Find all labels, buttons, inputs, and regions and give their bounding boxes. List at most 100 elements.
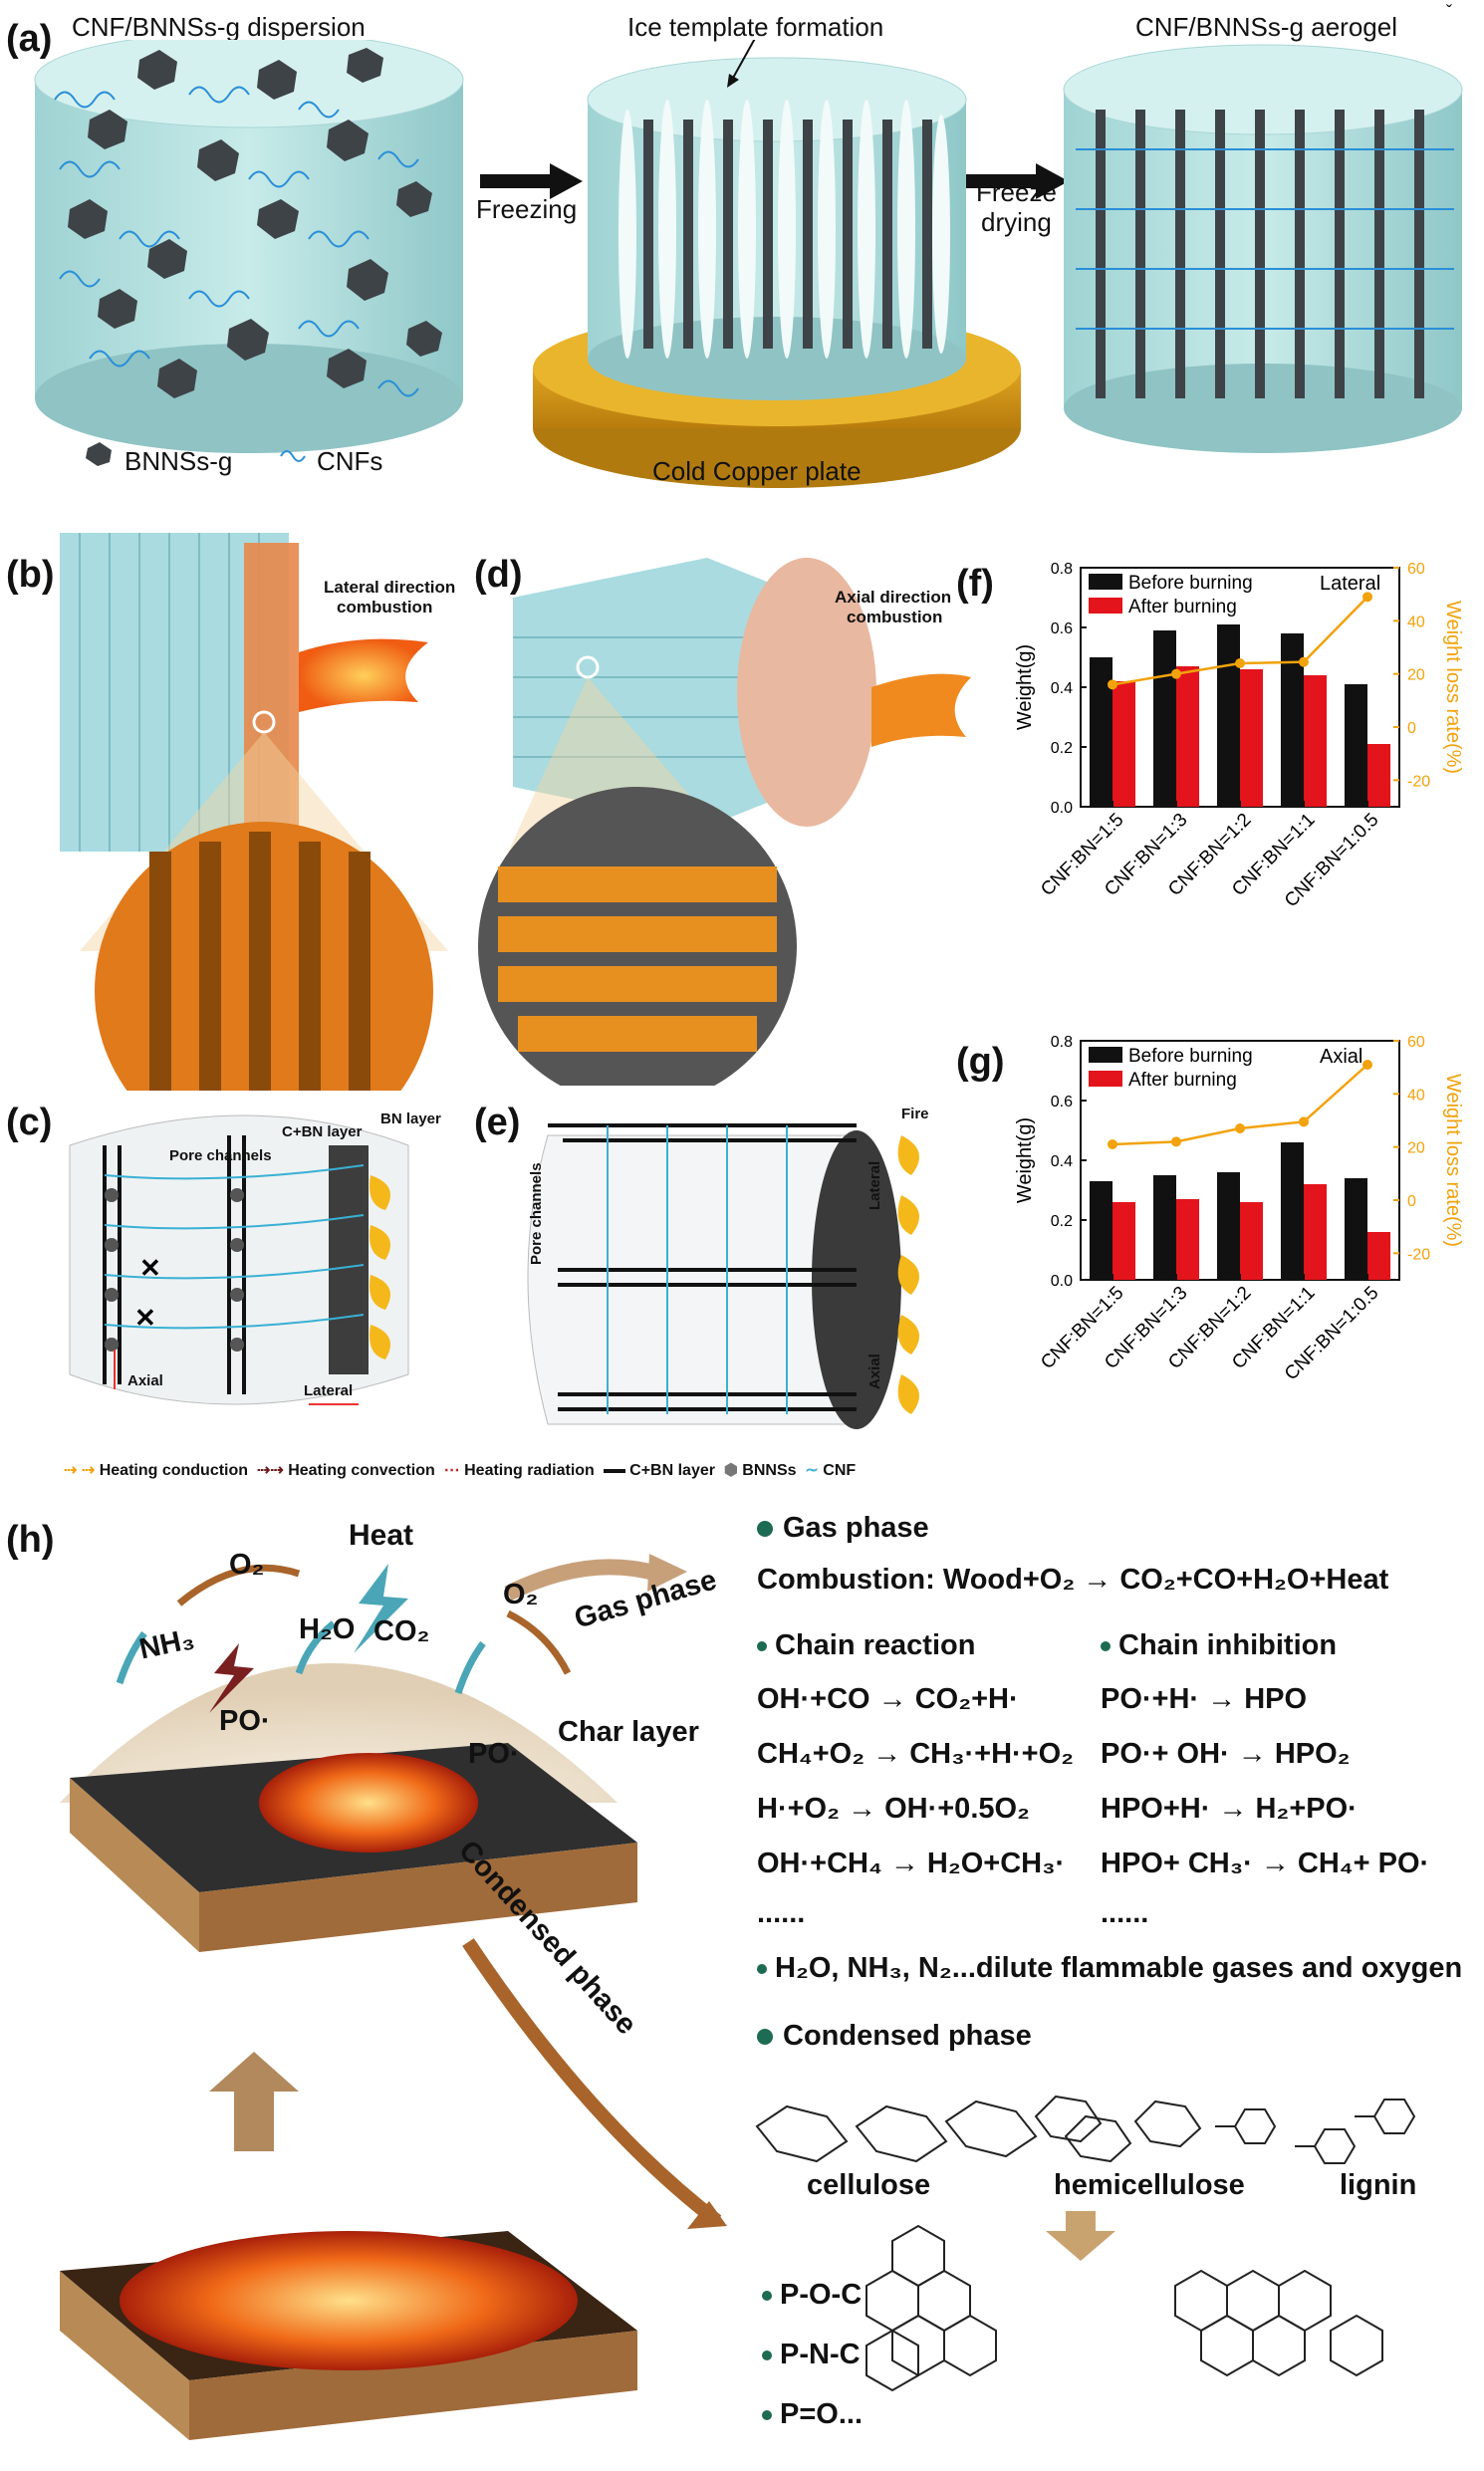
chart-annotation: Lateral <box>1320 573 1380 595</box>
bullet-icon <box>1101 1641 1111 1652</box>
bar-before-burning <box>1344 1178 1367 1280</box>
panel-label-f: (f) <box>956 563 994 605</box>
bullet-icon <box>757 2029 773 2046</box>
y-tick-label-right: 60 <box>1407 1034 1425 1051</box>
legend-conduction: Heating conduction <box>99 1462 249 1479</box>
y-tick-label-left: 0.2 <box>1051 740 1073 757</box>
c-cbn-layer: C+BN layer <box>282 1123 363 1140</box>
legend-cnfs-label: CNFs <box>317 446 383 476</box>
legend-ce: ⇢ ⇢ Heating conduction ⇢⇢ Heating convec… <box>64 1462 857 1479</box>
chart-annotation: Axial <box>1320 1046 1362 1068</box>
panel-label-b: (b) <box>6 554 55 596</box>
bar-before-burning <box>1344 684 1367 807</box>
bullet-icon <box>762 2410 772 2421</box>
ice-template-cylinder <box>533 40 1021 488</box>
reaction-left-1: OH·+CO → CO₂+H· <box>757 1683 1019 1715</box>
svg-text:✕: ✕ <box>134 1303 156 1333</box>
legend-swatch <box>1089 1047 1122 1063</box>
po-label-1: PO· <box>219 1705 271 1737</box>
reaction-left-3: H·+O₂ → OH·+0.5O₂ <box>757 1793 1030 1825</box>
y-axis-label-right: Weight loss rate(%) <box>1442 1074 1464 1247</box>
y-tick-label-left: 0.6 <box>1051 620 1073 637</box>
y-axis-label-right: Weight loss rate(%) <box>1442 601 1464 774</box>
reaction-left-2: CH₄+O₂ → CH₃·+H·+O₂ <box>757 1738 1075 1770</box>
bar-before-burning <box>1152 1175 1176 1280</box>
y-tick-label-left: 0.8 <box>1051 1034 1073 1051</box>
axial-combustion-label-1: Axial direction <box>835 588 952 607</box>
e-fire: Fire <box>901 1106 929 1122</box>
lignin-label: lignin <box>1340 2169 1417 2201</box>
y-tick-label-left: 0.2 <box>1051 1213 1073 1230</box>
y-axis-label-left: Weight(g) <box>1014 644 1036 730</box>
bullet-icon <box>757 1641 767 1652</box>
legend-label: After burning <box>1128 597 1237 618</box>
bar-before-burning <box>1089 1181 1113 1280</box>
bar-before-burning <box>1216 624 1240 807</box>
heat-label: Heat <box>349 1519 414 1552</box>
panel-label-g: (g) <box>956 1041 1005 1083</box>
panel-d-illustration <box>478 558 971 1086</box>
condensed-phase-title: Condensed phase <box>757 2020 1032 2053</box>
o2-label-left: O₂ <box>229 1549 265 1581</box>
panel-a-illustration <box>34 40 1463 488</box>
y-tick-label-right: 40 <box>1407 614 1425 630</box>
weight-loss-point <box>1362 1060 1372 1070</box>
y-tick-label-left: 0.4 <box>1051 680 1073 697</box>
legend-label: Before burning <box>1128 573 1253 594</box>
weight-loss-point <box>1108 1139 1117 1149</box>
panel-label-e: (e) <box>474 1102 521 1143</box>
y-tick-label-right: 40 <box>1407 1087 1425 1104</box>
bar-after-burning <box>1113 681 1136 807</box>
legend-label: After burning <box>1128 1070 1237 1091</box>
panel-label-a: (a) <box>6 18 53 60</box>
weight-loss-point <box>1235 1123 1245 1133</box>
cold-copper-plate-label: Cold Copper plate <box>652 456 862 486</box>
reaction-left-5: ...... <box>757 1897 806 1929</box>
aerogel-cylinder <box>1063 44 1463 453</box>
panel-c-illustration: ✕ ✕ <box>69 1114 409 1405</box>
bar-after-burning <box>1304 675 1328 807</box>
gas-phase-title: Gas phase <box>757 1512 929 1545</box>
y-axis-label-left: Weight(g) <box>1014 1117 1036 1203</box>
dispersion-title: CNF/BNNSs-g dispersion <box>72 12 366 42</box>
bar-after-burning <box>1240 669 1264 807</box>
bar-after-burning <box>1367 744 1391 807</box>
reaction-right-5: ...... <box>1101 1897 1149 1929</box>
y-tick-label-left: 0.0 <box>1051 800 1073 817</box>
y-tick-label-right: -20 <box>1407 773 1430 790</box>
bond-2: P-N-C <box>762 2339 861 2371</box>
char-layer-label: Char layer <box>558 1716 699 1748</box>
bar-before-burning <box>1216 1172 1240 1280</box>
panel-label-c: (c) <box>6 1102 53 1143</box>
reaction-right-4: HPO+ CH₃· → CH₄+ PO· <box>1101 1848 1430 1879</box>
ice-template-title: Ice template formation <box>627 12 884 42</box>
bond-3: P=O... <box>762 2398 863 2431</box>
y-tick-label-left: 0.8 <box>1051 561 1073 578</box>
legend-bnnss: BNNSs <box>742 1462 797 1479</box>
bar-after-burning <box>1304 1184 1328 1280</box>
bar-after-burning <box>1240 1202 1264 1280</box>
dilute-text: H₂O, NH₃, N₂...dilute flammable gases an… <box>757 1952 1462 1985</box>
corner-mark: ˇ <box>1446 2 1452 22</box>
lateral-combustion-label-2: combustion <box>337 598 433 617</box>
reaction-right-3: HPO+H· → H₂+PO· <box>1101 1793 1358 1825</box>
y-tick-label-right: 20 <box>1407 1140 1425 1157</box>
bar-before-burning <box>1152 630 1176 807</box>
e-pore-channels: Pore channels <box>528 1162 545 1265</box>
bar-before-burning <box>1280 633 1304 807</box>
panel-h-illustration <box>60 1554 727 2440</box>
legend-convection: Heating convection <box>288 1462 435 1479</box>
reaction-right-2: PO·+ OH· → HPO₂ <box>1101 1738 1351 1770</box>
svg-text:✕: ✕ <box>139 1253 161 1283</box>
y-tick-label-right: 0 <box>1407 1193 1416 1210</box>
bar-before-burning <box>1089 657 1113 807</box>
lateral-combustion-label-1: Lateral direction <box>324 578 456 597</box>
y-tick-label-left: 0.0 <box>1051 1273 1073 1290</box>
panel-label-d: (d) <box>474 554 523 596</box>
co2-label: CO₂ <box>373 1615 430 1647</box>
legend-bnnss-label: BNNSs-g <box>124 446 233 476</box>
bar-after-burning <box>1176 1199 1200 1280</box>
weight-loss-point <box>1171 1136 1181 1147</box>
e-lateral: Lateral <box>866 1160 883 1210</box>
weight-loss-point <box>1171 668 1181 679</box>
